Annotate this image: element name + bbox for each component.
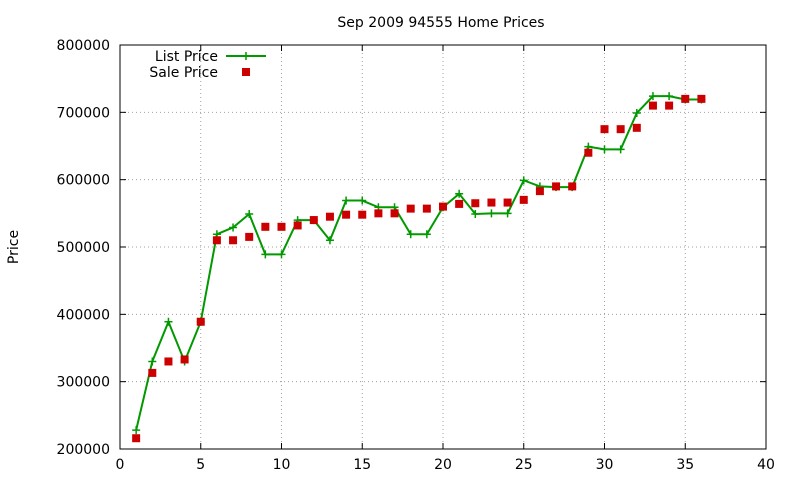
- list-price-point: [471, 210, 480, 219]
- sale-price-point: [584, 148, 593, 157]
- list-price-point: [164, 317, 173, 326]
- y-tick-label: 800000: [57, 38, 110, 54]
- sale-price-point: [229, 236, 238, 245]
- sale-price-point: [406, 204, 415, 213]
- list-price-point: [455, 189, 464, 198]
- y-axis-label: Price: [6, 230, 22, 264]
- legend: List Price Sale Price: [149, 49, 266, 81]
- sale-price-point: [568, 182, 577, 191]
- sale-price-point: [293, 221, 302, 230]
- y-tick-label: 400000: [57, 307, 110, 323]
- series-list-price: [132, 92, 706, 435]
- list-price-point: [325, 236, 334, 245]
- sale-price-point: [552, 182, 561, 191]
- x-tick-label: 20: [434, 457, 452, 473]
- x-tick-label: 0: [116, 457, 125, 473]
- x-tick-label: 40: [757, 457, 775, 473]
- sale-price-point: [535, 187, 544, 196]
- y-ticks: 200000 300000 400000 500000 600000 700000 8000…: [57, 38, 766, 458]
- list-price-point: [600, 145, 609, 154]
- legend-marker-sale-price: [242, 68, 250, 76]
- sale-price-point: [632, 123, 641, 132]
- sale-price-point: [196, 317, 205, 326]
- sale-price-point: [212, 236, 221, 245]
- list-price-point: [406, 230, 415, 239]
- list-price-point: [632, 109, 641, 118]
- legend-marker-list-price: [242, 52, 250, 60]
- list-price-point: [132, 426, 141, 435]
- sale-price-point: [422, 204, 431, 213]
- list-price-point: [503, 209, 512, 218]
- y-tick-label: 600000: [57, 173, 110, 189]
- list-price-point: [487, 209, 496, 218]
- x-tick-label: 25: [515, 457, 533, 473]
- sale-price-point: [616, 125, 625, 134]
- y-tick-label: 200000: [57, 442, 110, 458]
- sale-price-point: [358, 210, 367, 219]
- list-price-point: [148, 357, 157, 366]
- y-tick-label: 500000: [57, 240, 110, 256]
- sale-price-point: [374, 209, 383, 218]
- x-tick-label: 35: [676, 457, 694, 473]
- y-tick-label: 700000: [57, 105, 110, 121]
- list-price-point: [245, 210, 254, 219]
- x-tick-label: 15: [353, 457, 371, 473]
- sale-price-point: [164, 357, 173, 366]
- list-price-point: [342, 196, 351, 205]
- list-price-point: [229, 223, 238, 232]
- sale-price-point: [648, 101, 657, 110]
- sale-price-point: [455, 199, 464, 208]
- legend-label-sale-price: Sale Price: [149, 65, 218, 81]
- list-price-point: [665, 92, 674, 101]
- grid-lines: [120, 45, 766, 449]
- list-price-point: [422, 230, 431, 239]
- list-price-point: [648, 92, 657, 101]
- sale-price-point: [342, 210, 351, 219]
- sale-price-point: [471, 199, 480, 208]
- list-price-line: [135, 95, 702, 431]
- sale-price-point: [309, 216, 318, 225]
- list-price-point: [277, 250, 286, 259]
- sale-price-point: [519, 195, 528, 204]
- sale-price-point: [325, 212, 334, 221]
- x-tick-label: 5: [196, 457, 205, 473]
- sale-price-point: [261, 222, 270, 231]
- sale-price-point: [148, 368, 157, 377]
- list-price-point: [616, 145, 625, 154]
- list-price-point: [261, 250, 270, 259]
- sale-price-point: [503, 198, 512, 207]
- sale-price-point: [277, 222, 286, 231]
- sale-price-point: [681, 94, 690, 103]
- legend-label-list-price: List Price: [155, 49, 218, 65]
- sale-price-point: [600, 125, 609, 134]
- x-ticks: 0 5 10 15 20 25 30 35 40: [116, 45, 775, 473]
- y-tick-label: 300000: [57, 375, 110, 391]
- sale-price-point: [132, 434, 141, 443]
- series-sale-price: [132, 94, 706, 443]
- sale-price-point: [245, 232, 254, 241]
- chart-title: Sep 2009 94555 Home Prices: [337, 15, 544, 31]
- sale-price-point: [180, 355, 189, 364]
- sale-price-point: [665, 101, 674, 110]
- x-tick-label: 10: [273, 457, 291, 473]
- sale-price-point: [390, 209, 399, 218]
- sale-price-point: [697, 94, 706, 103]
- sale-price-point: [439, 202, 447, 211]
- sale-price-point: [487, 198, 496, 207]
- x-tick-label: 30: [596, 457, 614, 473]
- list-price-point: [519, 176, 528, 185]
- list-price-point: [358, 196, 367, 205]
